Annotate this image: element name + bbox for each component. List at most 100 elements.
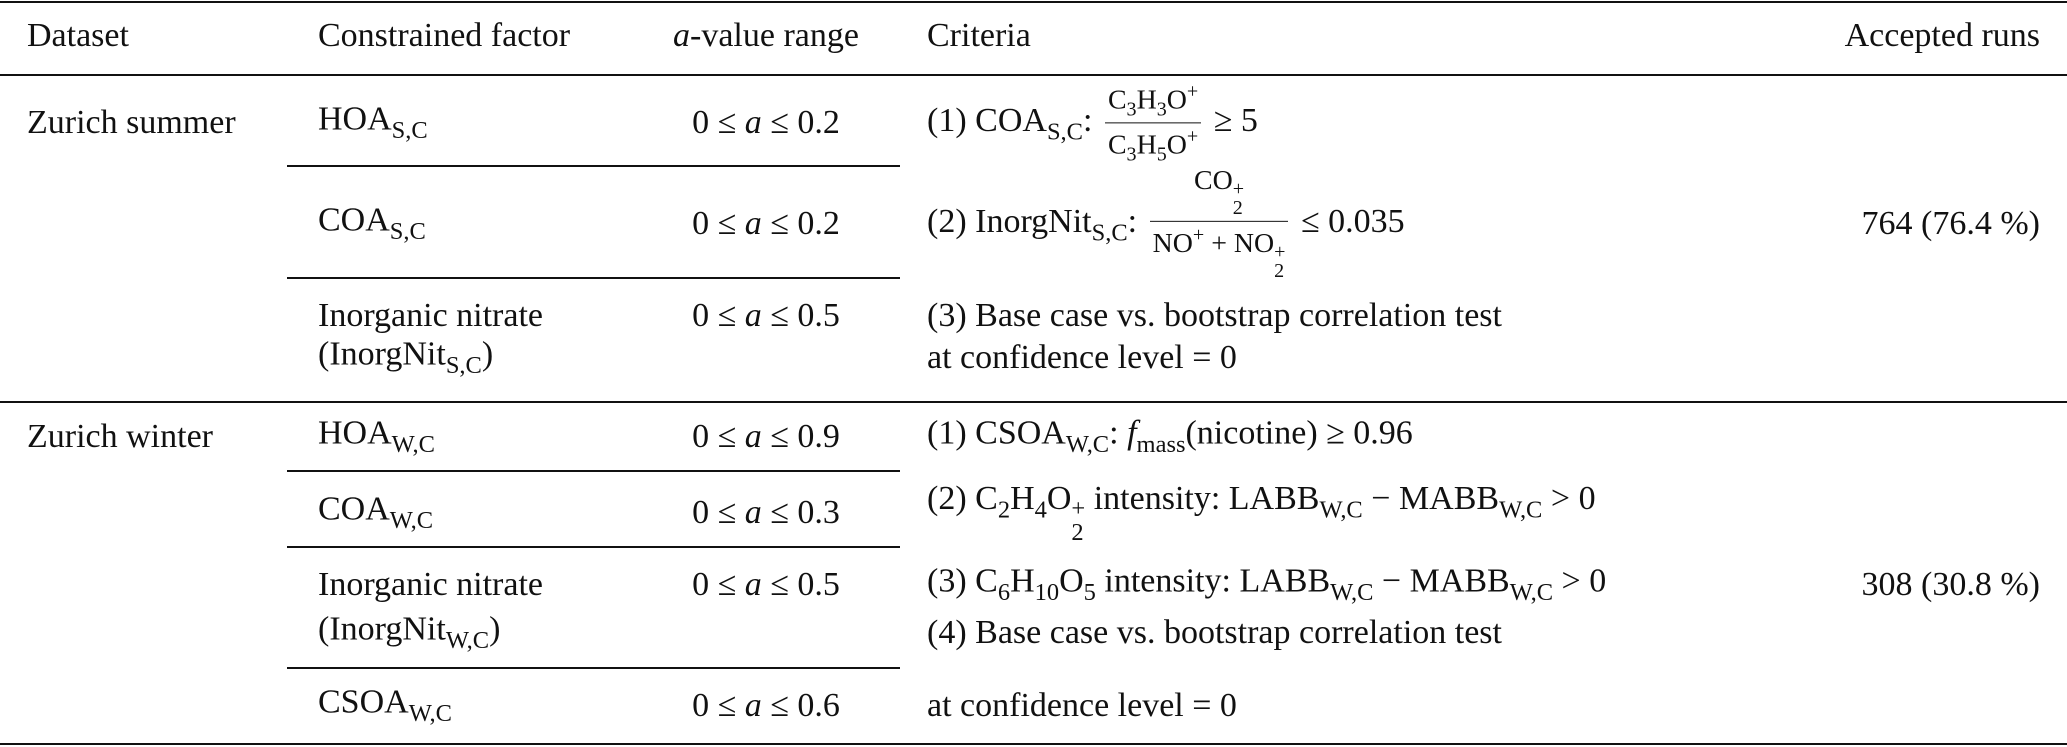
text: at confidence level = 0 bbox=[927, 687, 1237, 724]
text: intensity: LABB bbox=[1085, 480, 1320, 518]
text: Accepted runs bbox=[1844, 17, 2040, 54]
text: -value range bbox=[690, 17, 859, 54]
subscript: W,C bbox=[389, 507, 434, 535]
text: Zurich winter bbox=[27, 418, 213, 455]
superscript: + bbox=[1186, 125, 1199, 148]
rule-line bbox=[0, 1, 2067, 3]
subscript: 3 bbox=[1126, 143, 1137, 166]
fraction: CO +2 NO+ + NO +2 bbox=[1149, 166, 1289, 281]
text: 0 ≤ bbox=[692, 687, 745, 724]
range-cell: 0 ≤ a ≤ 0.3 bbox=[692, 496, 840, 530]
text: C bbox=[1107, 84, 1127, 116]
italic-symbol: a bbox=[673, 17, 691, 54]
rule-line bbox=[287, 667, 900, 669]
text: 308 (30.8 %) bbox=[1861, 566, 2040, 603]
sub-superscript: +2 bbox=[1232, 179, 1244, 219]
criteria-line: (1) COAS,C: C3H3O+ C3H5O+ ≥ 5 bbox=[927, 81, 1258, 164]
range-cell: 0 ≤ a ≤ 0.9 bbox=[692, 420, 840, 454]
text: O bbox=[1166, 129, 1187, 161]
text: Zurich summer bbox=[27, 104, 236, 141]
criteria-line: at confidence level = 0 bbox=[927, 689, 1237, 723]
subscript: W,C bbox=[391, 431, 435, 459]
text: (2) C bbox=[927, 480, 998, 518]
italic-symbol: a bbox=[744, 297, 762, 334]
text: > 0 bbox=[1553, 562, 1607, 600]
text: (InorgNit bbox=[318, 610, 446, 648]
criteria-line: (3) Base case vs. bootstrap correlation … bbox=[927, 299, 1502, 333]
subscript: W,C bbox=[1330, 579, 1374, 607]
subscript: 2 bbox=[997, 496, 1011, 524]
subscript: 5 bbox=[1083, 579, 1096, 607]
text: (3) Base case vs. bootstrap correlation … bbox=[927, 297, 1502, 334]
text: ≤ 0.3 bbox=[761, 494, 840, 531]
text: 0 ≤ bbox=[692, 205, 745, 242]
factor-cell: HOAW,C bbox=[318, 416, 435, 457]
denominator: C3H5O+ bbox=[1104, 122, 1202, 166]
rule-line bbox=[287, 470, 900, 472]
italic-symbol: a bbox=[744, 494, 762, 531]
dataset-cell: Zurich summer bbox=[27, 106, 236, 140]
text: ) bbox=[481, 335, 494, 373]
superscript: + bbox=[1071, 495, 1086, 523]
text: ≤ 0.5 bbox=[761, 566, 840, 603]
subscript: mass bbox=[1136, 431, 1186, 459]
italic-symbol: f bbox=[1127, 414, 1137, 452]
italic-symbol: a bbox=[744, 205, 762, 242]
text: ) bbox=[489, 610, 501, 648]
header-cell: Constrained factor bbox=[318, 19, 570, 53]
subscript: S,C bbox=[445, 352, 482, 380]
numerator: CO +2 bbox=[1191, 166, 1247, 221]
italic-symbol: a bbox=[744, 104, 762, 141]
header-cell: a-value range bbox=[673, 19, 859, 53]
text: Constrained factor bbox=[318, 17, 571, 54]
sub-superscript: +2 bbox=[1274, 242, 1285, 281]
text: H bbox=[1010, 480, 1035, 518]
text: 0 ≤ bbox=[692, 104, 745, 141]
text: COA bbox=[318, 201, 390, 239]
range-cell: 0 ≤ a ≤ 0.5 bbox=[692, 568, 840, 602]
subscript: W,C bbox=[1065, 431, 1110, 459]
range-cell: 0 ≤ a ≤ 0.6 bbox=[692, 689, 840, 723]
rule-line bbox=[0, 74, 2067, 76]
subscript: 3 bbox=[1156, 98, 1167, 121]
text: Inorganic nitrate bbox=[318, 566, 544, 603]
text: CSOA bbox=[318, 683, 409, 721]
text: O bbox=[1046, 480, 1072, 518]
sub-superscript: +2 bbox=[1071, 495, 1086, 545]
subscript: W,C bbox=[445, 627, 490, 655]
factor-cell: COAS,C bbox=[318, 203, 426, 244]
text: H bbox=[1010, 562, 1035, 600]
header-cell: Criteria bbox=[927, 19, 1031, 53]
text: − MABB bbox=[1373, 562, 1510, 600]
text: + NO bbox=[1204, 228, 1275, 260]
factor-cell: COAW,C bbox=[318, 492, 433, 533]
superscript: + bbox=[1192, 223, 1205, 246]
subscript: W,C bbox=[408, 700, 452, 728]
text: (4) Base case vs. bootstrap correlation … bbox=[927, 614, 1502, 651]
text: ≤ 0.5 bbox=[761, 297, 840, 334]
text: O bbox=[1166, 84, 1187, 116]
numerator: C3H3O+ bbox=[1105, 81, 1201, 122]
subscript: S,C bbox=[389, 218, 426, 246]
text: intensity: LABB bbox=[1095, 562, 1331, 600]
text: (1) CSOA bbox=[927, 414, 1066, 452]
text: COA bbox=[318, 490, 390, 528]
text: : bbox=[1082, 101, 1101, 139]
subscript: 5 bbox=[1156, 143, 1167, 166]
fraction: C3H3O+ C3H5O+ bbox=[1104, 81, 1202, 166]
rule-line bbox=[287, 277, 900, 279]
rule-line bbox=[0, 401, 2067, 403]
factor-cell: HOAS,C bbox=[318, 102, 428, 143]
accepted-cell: 308 (30.8 %) bbox=[1862, 568, 2040, 602]
text: (1) COA bbox=[927, 101, 1047, 139]
text: : bbox=[1109, 414, 1128, 452]
text: (InorgNit bbox=[318, 335, 446, 373]
subscript: S,C bbox=[1046, 118, 1083, 146]
text: ≥ 5 bbox=[1205, 101, 1258, 139]
subscript: S,C bbox=[391, 117, 428, 145]
subscript: 2 bbox=[1232, 196, 1243, 219]
text: 0 ≤ bbox=[692, 494, 745, 531]
text: Dataset bbox=[27, 17, 129, 54]
criteria-line: (3) C6H10O5 intensity: LABBW,C − MABBW,C… bbox=[927, 564, 1606, 605]
